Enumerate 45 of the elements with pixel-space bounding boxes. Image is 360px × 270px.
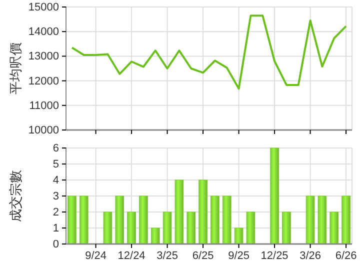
- bar: [330, 212, 339, 244]
- x-tick-label: 12/25: [260, 250, 288, 262]
- x-tick-label: 12/24: [118, 250, 146, 262]
- bar: [68, 196, 76, 244]
- bar: [234, 228, 244, 244]
- y-axis-title: 成交宗數: [8, 170, 23, 222]
- bar: [198, 180, 208, 244]
- bar: [342, 196, 350, 244]
- x-tick-label: 6/26: [335, 250, 357, 262]
- x-tick-label: 9/24: [85, 250, 107, 262]
- bar: [210, 196, 220, 244]
- bar: [222, 196, 232, 244]
- bar: [127, 212, 136, 244]
- y-tick-label: 12000: [28, 75, 59, 88]
- y-tick-label: 10000: [28, 124, 59, 137]
- bar: [162, 212, 172, 244]
- bar: [103, 212, 112, 244]
- y-tick-label: 15000: [28, 2, 59, 14]
- bar: [270, 148, 279, 244]
- x-tick-label: 9/25: [228, 250, 250, 262]
- bar: [318, 196, 327, 244]
- y-axis-title: 平均呎價: [8, 42, 23, 94]
- y-tick-label: 4: [52, 174, 59, 187]
- bar: [150, 228, 160, 244]
- bar: [186, 212, 196, 244]
- bar: [139, 196, 148, 244]
- y-tick-label: 5: [52, 158, 59, 171]
- x-tick-label: 3/26: [300, 250, 322, 262]
- y-tick-label: 6: [52, 142, 59, 155]
- y-tick-label: 13000: [28, 50, 59, 63]
- y-tick-label: 14000: [28, 26, 59, 38]
- bar: [246, 212, 256, 244]
- bar: [79, 196, 88, 244]
- y-tick-label: 11000: [29, 100, 59, 112]
- y-tick-label: 0: [52, 238, 59, 251]
- x-tick-label: 6/25: [192, 250, 214, 262]
- bar: [282, 212, 291, 244]
- bar: [306, 196, 315, 244]
- y-tick-label: 1: [52, 222, 59, 235]
- bar: [115, 196, 124, 244]
- y-tick-label: 3: [52, 190, 59, 203]
- x-tick-label: 3/25: [156, 250, 178, 262]
- y-tick-label: 2: [52, 206, 59, 219]
- bar: [174, 180, 184, 244]
- line-series: [70, 14, 348, 90]
